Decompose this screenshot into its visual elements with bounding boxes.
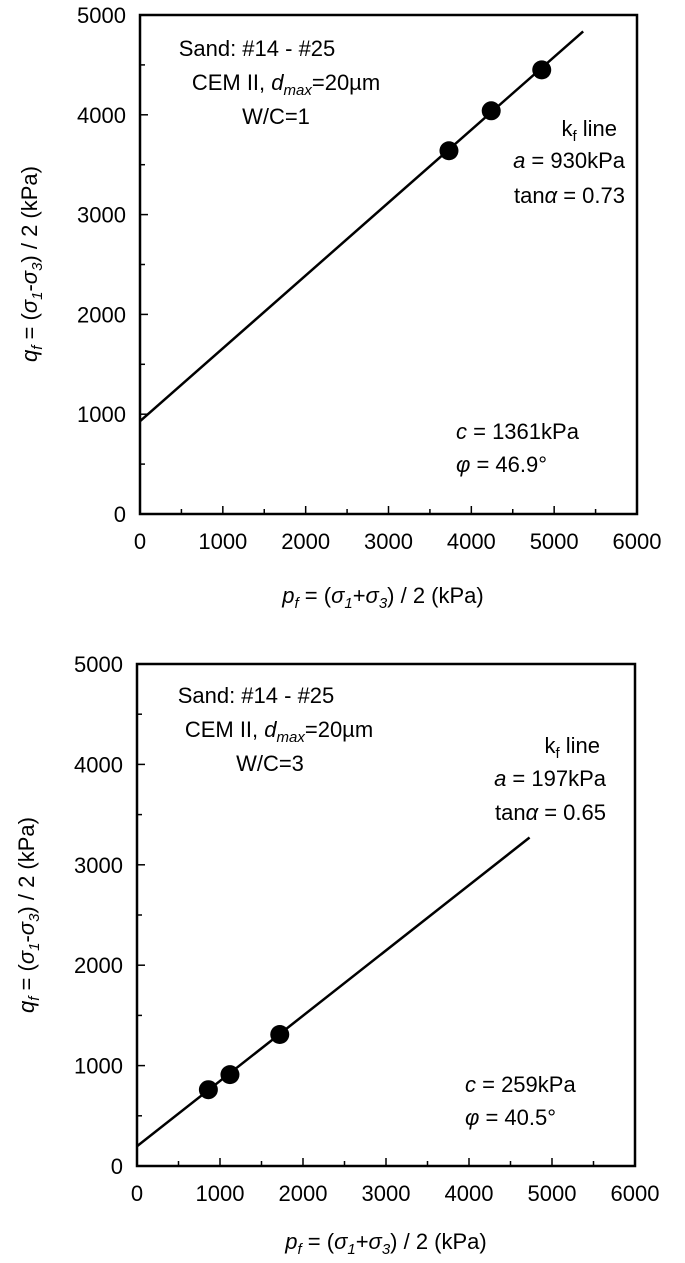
legend-sample-line3: W/C=1 [242, 104, 310, 129]
y-tick-label: 3000 [74, 853, 123, 878]
y-tick-label: 4000 [77, 103, 126, 128]
axis-ticks [139, 14, 638, 515]
x-tick-labels: 0 1000 2000 3000 4000 5000 6000 [134, 529, 662, 554]
x-tick-label: 2000 [279, 1181, 328, 1206]
fit-lines [136, 836, 531, 1148]
fit-lines [139, 30, 584, 423]
x-tick-labels: 0 1000 2000 3000 4000 5000 6000 [131, 1181, 660, 1206]
kf-a-value: a = 930kPa [513, 148, 626, 173]
x-tick-label: 5000 [530, 529, 579, 554]
x-tick-label: 6000 [613, 529, 662, 554]
kf-line-label: kf line [544, 733, 600, 762]
x-tick-label: 0 [134, 529, 146, 554]
data-point [198, 1080, 218, 1100]
data-point [270, 1024, 290, 1044]
x-axis-label: pf = (σ1+σ3) / 2 (kPa) [281, 583, 484, 612]
x-tick-label: 4000 [447, 529, 496, 554]
chart-bottom: 0 1000 2000 3000 4000 5000 6000 0 1000 2000 3000 4… [14, 652, 659, 1258]
y-tick-labels: 0 1000 2000 3000 4000 5000 [77, 3, 126, 527]
x-tick-label: 1000 [196, 1181, 245, 1206]
x-tick-label: 2000 [281, 529, 330, 554]
data-point [220, 1065, 240, 1085]
y-tick-labels: 0 1000 2000 3000 4000 5000 [74, 652, 123, 1179]
x-tick-label: 0 [131, 1181, 143, 1206]
kf-line-label: kf line [561, 116, 617, 145]
y-tick-label: 5000 [74, 652, 123, 677]
cohesion-value: c = 259kPa [465, 1072, 576, 1097]
kf-fit-line [136, 836, 531, 1148]
data-points [198, 1024, 290, 1100]
data-point [481, 101, 501, 121]
chart-top: 0 1000 2000 3000 4000 5000 6000 0 1000 2000 3000 4… [17, 3, 661, 612]
kf-fit-line [139, 30, 584, 423]
y-tick-label: 2000 [77, 302, 126, 327]
x-tick-label: 5000 [528, 1181, 577, 1206]
y-tick-label: 5000 [77, 3, 126, 28]
x-tick-label: 4000 [445, 1181, 494, 1206]
x-tick-label: 3000 [362, 1181, 411, 1206]
data-point [532, 60, 552, 80]
y-tick-label: 4000 [74, 752, 123, 777]
friction-angle-value: φ = 40.5° [465, 1105, 556, 1130]
kf-tan-value: tanα = 0.65 [495, 800, 606, 825]
kf-tan-value: tanα = 0.73 [514, 183, 625, 208]
x-tick-label: 3000 [364, 529, 413, 554]
x-axis-label: pf = (σ1+σ3) / 2 (kPa) [284, 1229, 487, 1258]
legend-sample-line2: CEM II, dmax=20µm [192, 70, 380, 99]
cohesion-value: c = 1361kPa [456, 419, 580, 444]
y-tick-label: 1000 [77, 402, 126, 427]
data-points [439, 60, 552, 161]
y-tick-label: 0 [114, 502, 126, 527]
kf-a-value: a = 197kPa [494, 766, 607, 791]
y-axis-label: qf = (σ1-σ3) / 2 (kPa) [14, 817, 43, 1013]
legend-sample-line3: W/C=3 [236, 751, 304, 776]
axis-ticks [136, 663, 636, 1167]
legend-sample-line1: Sand: #14 - #25 [178, 683, 335, 708]
y-axis-label: qf = (σ1-σ3) / 2 (kPa) [17, 166, 46, 362]
x-tick-label: 1000 [198, 529, 247, 554]
x-tick-label: 6000 [611, 1181, 660, 1206]
legend-sample-line1: Sand: #14 - #25 [179, 36, 336, 61]
y-tick-label: 3000 [77, 203, 126, 228]
y-tick-label: 1000 [74, 1054, 123, 1079]
friction-angle-value: φ = 46.9° [456, 452, 547, 477]
legend-sample-line2: CEM II, dmax=20µm [185, 717, 373, 746]
y-tick-label: 0 [111, 1154, 123, 1179]
data-point [439, 141, 459, 161]
y-tick-label: 2000 [74, 953, 123, 978]
